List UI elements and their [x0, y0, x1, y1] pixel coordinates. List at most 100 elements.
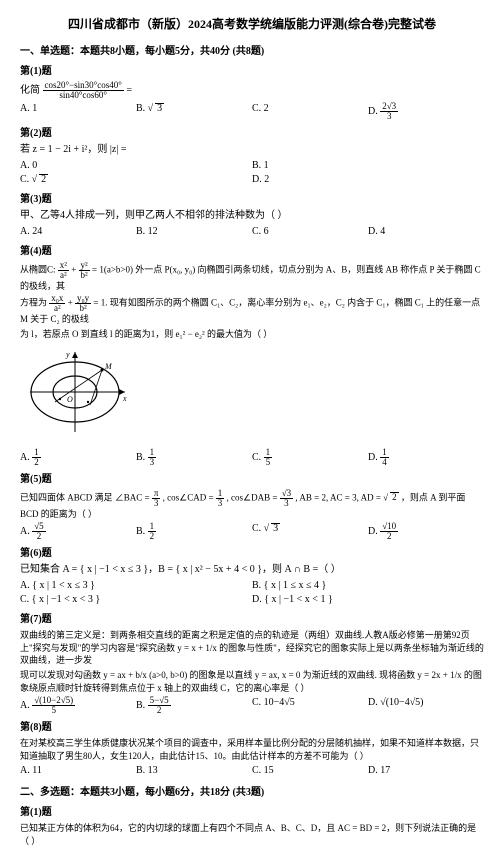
q5-ad: 2 — [390, 492, 399, 502]
q7-para2: 现可以发现对勾函数 y = ax + b/x (a>0, b>0) 的图象是以直… — [20, 669, 484, 694]
q7c-l: C. — [252, 697, 264, 708]
q8-number: 第(8)题 — [20, 721, 484, 735]
q4-opt-d: D. 14 — [368, 448, 484, 467]
q4b-l: B. — [136, 451, 148, 462]
q6-opt-c: C. { x | −1 < x < 3 } — [20, 593, 252, 607]
q1-options: A. 1 B. √3 C. 2 D. 2√33 — [20, 102, 484, 121]
q7-opt-b: B. 5−√52 — [136, 696, 252, 715]
sqrt-icon: √ — [148, 103, 154, 114]
q7-opt-a: A. √(10−2√5)5 — [20, 696, 136, 715]
q5f1d: 3 — [152, 499, 161, 508]
q3-number: 第(3)题 — [20, 193, 484, 207]
q5d-f: √102 — [380, 522, 398, 541]
svg-text:x: x — [122, 394, 127, 403]
ellipse-diagram-icon: O x y M — [20, 347, 130, 437]
q2-options: A. 0 B. 1 C. √2 D. 2 — [20, 159, 484, 187]
q7-opt-d: D. √(10−4√5) — [368, 696, 484, 715]
q4b-f: 13 — [148, 448, 157, 467]
q1-b-label: B. — [136, 103, 148, 114]
q7d-v: √(10−4√5) — [380, 697, 423, 708]
q5-sb: , cos∠CAD = — [163, 492, 216, 502]
q4a-f: 12 — [32, 448, 41, 467]
q3-stem: 甲、乙等4人排成一列，则甲乙两人不相邻的排法种数为（ ） — [20, 209, 484, 223]
q5-opt-d: D. √102 — [368, 522, 484, 541]
q4-frac2: y²b² — [79, 261, 90, 280]
q1-number: 第(1)题 — [20, 65, 484, 79]
q1-d-frac: 2√33 — [380, 102, 398, 121]
q2-stem: 若 z = 1 − 2i + i²，则 |z| = — [20, 143, 484, 157]
q2-c-label: C. — [20, 174, 32, 185]
q6-stem: 已知集合 A = { x | −1 < x ≤ 3 }，B = { x | x²… — [20, 563, 484, 577]
q3-opt-b: B. 12 — [136, 225, 252, 239]
q4-frac4: y₀yb² — [75, 294, 91, 313]
q5-stem: 已知四面体 ABCD 满足 ∠BAC = π3 , cos∠CAD = 13 ,… — [20, 489, 484, 521]
q4b-d: 3 — [148, 458, 157, 467]
q1-stem: 化简 cos20°−sin30°cos40° sin40°cos60° = — [20, 81, 484, 100]
q2-opt-a: A. 0 — [20, 159, 252, 173]
q4-plus1: + — [71, 264, 78, 274]
q1-opt-d: D. 2√33 — [368, 102, 484, 121]
sqrt-icon: √ — [32, 174, 38, 185]
q7-number: 第(7)题 — [20, 613, 484, 627]
q1-opt-a: A. 1 — [20, 102, 136, 121]
q1-d-den: 3 — [380, 112, 398, 121]
q3-opt-d: D. 4 — [368, 225, 484, 239]
q4-line1: 从椭圆C: x²a² + y²b² = 1(a>b>0) 外一点 P(x₀, y… — [20, 261, 484, 293]
q5-sc: , cos∠DAB = — [227, 492, 280, 502]
q4-line3: 为 l，若原点 O 到直线 l 的距离为1，则 e₁² − e₂² 的最大值为（… — [20, 328, 484, 341]
q4-l1a: 从椭圆C: — [20, 264, 56, 274]
q7a-l: A. — [20, 700, 32, 711]
q4d-d: 4 — [380, 458, 389, 467]
q6-opt-b: B. { x | 1 ≤ x ≤ 4 } — [252, 579, 484, 593]
q7b-f: 5−√52 — [148, 696, 171, 715]
svg-text:O: O — [67, 395, 73, 404]
q8-opt-b: B. 13 — [136, 764, 252, 778]
q5f2d: 3 — [216, 499, 225, 508]
q4-options: A. 12 B. 13 C. 15 D. 14 — [20, 448, 484, 467]
q4-opt-c: C. 15 — [252, 448, 368, 467]
q1-fraction: cos20°−sin30°cos40° sin40°cos60° — [43, 81, 124, 100]
q3-opt-c: C. 6 — [252, 225, 368, 239]
q4-line2: 方程为 x₀xa² + y₀yb² = 1. 现有如图所示的两个椭圆 C₁、C₂… — [20, 294, 484, 326]
q2-c-val: 2 — [39, 174, 48, 185]
q4-opt-b: B. 13 — [136, 448, 252, 467]
q5-opt-a: A. √52 — [20, 522, 136, 541]
q4a-d: 2 — [32, 458, 41, 467]
svg-text:M: M — [104, 362, 113, 371]
q5-number: 第(5)题 — [20, 473, 484, 487]
q1-frac-den: sin40°cos60° — [43, 91, 124, 100]
q7a-f: √(10−2√5)5 — [32, 696, 75, 715]
q5-f1: π3 — [152, 489, 161, 508]
q1-b-val: 3 — [155, 103, 164, 114]
q4-f3d: a² — [49, 304, 65, 313]
q2-opt-c: C. √2 — [20, 173, 252, 187]
q5a-d: 2 — [32, 532, 45, 541]
q8-opt-c: C. 15 — [252, 764, 368, 778]
q8-stem: 在对某校高三学生体质健康状况某个项目的调查中，采用样本量比例分配的分层随机抽样，… — [20, 737, 484, 762]
section-1-heading: 一、单选题：本题共8小题，每小题5分，共40分 (共8题) — [20, 45, 484, 59]
q4d-l: D. — [368, 451, 380, 462]
q5-options: A. √52 B. 12 C. √3 D. √102 — [20, 522, 484, 541]
mq1-number: 第(1)题 — [20, 806, 484, 820]
q5f3d: 3 — [280, 499, 293, 508]
q4c-d: 5 — [264, 458, 273, 467]
sqrt-icon: √ — [383, 492, 388, 502]
q3-options: A. 24 B. 12 C. 6 D. 4 — [20, 225, 484, 239]
q5c-v: 3 — [271, 523, 280, 534]
q4c-l: C. — [252, 451, 264, 462]
q4-opt-a: A. 12 — [20, 448, 136, 467]
q5c-l: C. — [252, 523, 264, 534]
q4-figure: O x y M — [20, 347, 484, 442]
q6-number: 第(6)题 — [20, 547, 484, 561]
q4-frac3: x₀xa² — [49, 294, 65, 313]
q2-number: 第(2)题 — [20, 127, 484, 141]
sqrt-icon: √ — [264, 523, 270, 534]
q4-f1d: a² — [58, 271, 69, 280]
q1-d-label: D. — [368, 106, 380, 117]
q7b-l: B. — [136, 700, 148, 711]
q4d-f: 14 — [380, 448, 389, 467]
q4a-l: A. — [20, 451, 32, 462]
q5a-l: A. — [20, 526, 32, 537]
section-2-heading: 二、多选题：本题共3小题，每小题6分，共18分 (共3题) — [20, 786, 484, 800]
q7b-d: 2 — [148, 706, 171, 715]
